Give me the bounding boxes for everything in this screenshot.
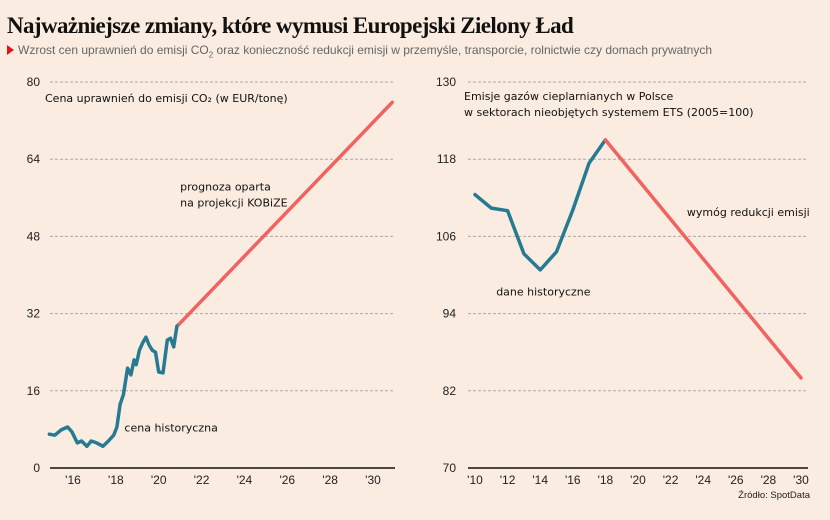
historical-series-line [473,138,608,272]
triangle-bullet-icon [7,45,14,55]
annotation-label: na projekcji KOBiZE [180,196,287,209]
forecast-series-line [603,138,803,380]
x-tick-label: '28 [322,473,338,487]
chart-co2-price: 0 16 32 48 64 80 '16 '18 '20 '22 '24 '26 '28 '30 Cena … [27,75,395,487]
y-tick-label: 70 [443,461,457,475]
y-tick-label: 94 [443,307,457,321]
y-tick-label: 16 [27,384,41,398]
annotation-label: dane historyczne [496,286,591,299]
chart-title: Emisje gazów cieplarnianych w Polsce [464,90,674,103]
y-tick-label: 130 [436,75,456,89]
x-tick-label: '22 [663,473,679,487]
page-title: Najważniejsze zmiany, które wymusi Europ… [7,13,574,38]
annotation-label: cena historyczna [124,421,217,434]
annotation-label: wymóg redukcji emisji [687,206,810,219]
subtitle: Wzrost cen uprawnień do emisji CO2 oraz … [7,43,712,59]
y-tick-label: 0 [33,461,40,475]
forecast-series-line [177,100,395,326]
historical-series-line [47,322,181,449]
y-tick-label: 64 [27,152,41,166]
x-tick-label: '22 [194,473,210,487]
x-tick-label: '26 [728,473,744,487]
chart-non-ets-emissions: 70 82 94 106 118 130 '10 '12 '14 '16 '18 '20 '22 '24 '… [436,75,810,487]
x-tick-label: '26 [279,473,295,487]
x-tick-label: '24 [237,473,253,487]
chart-title: Cena uprawnień do emisji CO₂ (w EUR/tonę… [45,92,288,105]
y-tick-label: 82 [443,384,457,398]
x-tick-label: '14 [532,473,548,487]
y-tick-label: 80 [27,75,41,89]
x-tick-label: '30 [365,473,381,487]
annotation-label: prognoza oparta [180,181,271,194]
y-tick-label: 32 [27,307,41,321]
x-tick-label: '16 [565,473,581,487]
subtitle-text-before: Wzrost cen uprawnień do emisji CO [18,43,209,57]
x-tick-label: '20 [151,473,167,487]
subtitle-text-after: oraz konieczność redukcji emisji w przem… [213,43,713,57]
x-tick-label: '30 [793,473,809,487]
x-tick-label: '10 [467,473,483,487]
y-tick-label: 48 [27,229,41,243]
subtitle-subscript: 2 [208,50,214,60]
y-tick-label: 106 [436,229,456,243]
x-tick-label: '24 [695,473,711,487]
chart-title: w sektorach nieobjętych systemem ETS (20… [464,106,754,119]
x-tick-label: '18 [108,473,124,487]
y-tick-label: 118 [437,152,456,166]
source-note: Źródło: SpotData [738,490,810,501]
x-tick-label: '16 [65,473,81,487]
x-tick-label: '28 [761,473,777,487]
x-tick-label: '12 [500,473,516,487]
x-tick-label: '20 [630,473,646,487]
x-tick-label: '18 [598,473,614,487]
